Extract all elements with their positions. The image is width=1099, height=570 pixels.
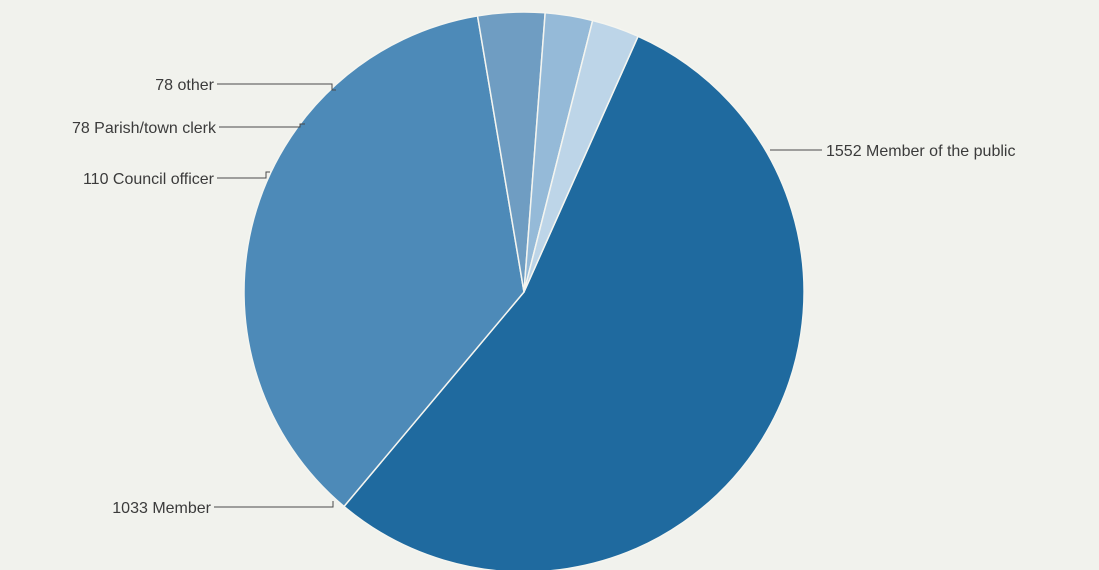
pie-labels: 1552 Member of the public 1033 Member 11…	[72, 77, 1016, 517]
label-parish-clerk: 78 Parish/town clerk	[72, 120, 217, 137]
pie-slices	[243, 11, 805, 570]
slice-member-of-public	[342, 35, 805, 570]
label-member: 1033 Member	[112, 500, 211, 517]
slice-member	[243, 15, 525, 508]
slice-other	[523, 19, 640, 293]
leader-other	[217, 83, 336, 91]
label-council-officer: 110 Council officer	[83, 171, 215, 188]
leader-member	[214, 501, 334, 508]
label-other: 78 other	[155, 77, 214, 94]
leader-parish-clerk	[219, 123, 305, 128]
leader-council-officer	[217, 171, 270, 179]
label-member-of-public: 1552 Member of the public	[826, 143, 1015, 160]
